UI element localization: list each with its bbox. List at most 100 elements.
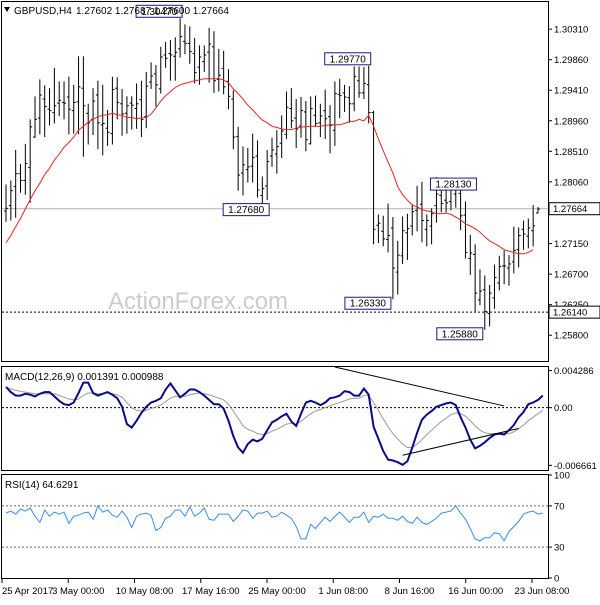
ohlc-bar (260, 176, 265, 208)
price-axis-label: 1.29410 (554, 86, 588, 97)
ohlc-bar (516, 227, 521, 268)
ohlc-bar (13, 149, 18, 218)
ohlc-bar (328, 105, 333, 154)
ohlc-bar (124, 96, 129, 134)
ohlc-bar (23, 143, 28, 195)
ohlc-bar (463, 201, 468, 259)
ohlc-bar (284, 91, 289, 140)
ohlc-bar (221, 50, 226, 95)
price-axis-label: 1.25800 (554, 331, 588, 342)
price-axis-label: 1.28960 (554, 116, 588, 127)
ohlc-bar (66, 76, 71, 135)
price-axis-label: 1.30310 (554, 25, 588, 36)
ohlc-bar (245, 147, 250, 183)
ohlc-bar (352, 66, 357, 112)
time-axis-label: 8 Jun 16:00 (385, 586, 435, 597)
ohlc-bar (52, 67, 57, 124)
ohlc-bar (337, 78, 342, 119)
ohlc-bar (531, 204, 536, 247)
macd-trendline (334, 366, 505, 407)
price-annotation-box (324, 52, 372, 66)
symbol-timeframe: GBPUSD,H4 (14, 6, 72, 17)
ohlc-bar (255, 140, 260, 198)
ohlc-bar (482, 275, 487, 330)
collapse-triangle-icon[interactable] (4, 7, 10, 12)
ohlc-bar (506, 255, 511, 286)
rsi-axis-label: 100 (554, 471, 570, 482)
ohlc-bar (4, 184, 8, 222)
ohlc-bar (511, 226, 516, 274)
ohlc-bar (86, 103, 91, 145)
ohlc-bar (274, 130, 279, 174)
ohlc-bar (521, 220, 526, 250)
ohlc-bar (236, 126, 241, 191)
macd-axis-label: -0.006661 (554, 461, 597, 472)
price-annotation-label: 1.26330 (350, 299, 387, 310)
ohlc-bar (144, 71, 149, 129)
ohlc-bar (139, 80, 144, 138)
price-annotation-label: 1.27680 (228, 205, 265, 216)
price-axis-label: 1.29860 (554, 55, 588, 66)
ohlc-bar (182, 24, 187, 55)
ohlc-bar (376, 214, 381, 243)
axes: 1.30310 1.29860 1.29410 1.28960 1.28510 1.280… (1, 25, 600, 597)
watermark: ActionForex.com (108, 288, 288, 315)
ohlc-bar (81, 56, 86, 157)
macd-panel-frame (1, 366, 549, 471)
ohlc-bar (250, 133, 255, 183)
ohlc-bar (318, 103, 323, 138)
price-annotation-box (429, 177, 477, 191)
ohlc-bar (134, 83, 139, 129)
current-price-label-text: 1.27664 (553, 204, 587, 215)
ohlc-bar (419, 181, 424, 243)
current-price-label-box (548, 202, 600, 216)
price-plot: 1.30470 1.27680 1.29770 1.26330 1.28130 1.258… (2, 4, 548, 341)
ohlc-bar (381, 215, 386, 247)
ohlc-bar (357, 66, 362, 98)
price-annotation: 1.29770 (324, 52, 372, 66)
rsi-label: RSI(14) 64.6291 (5, 480, 79, 491)
ohlc-bar (265, 149, 270, 201)
ohlc-bar (279, 115, 284, 159)
support-price-label: 1.26140 (548, 305, 600, 319)
ohlc-bar (173, 37, 178, 81)
ohlc-bar (76, 56, 81, 135)
ohlc-bar (115, 77, 120, 120)
macd-plot: MACD(12,26,9) 0.001391 0.000988 (2, 366, 548, 466)
ohlc-bar (71, 84, 76, 134)
ohlc-bar (129, 96, 134, 130)
price-annotation-box (436, 327, 484, 341)
ohlc-bar (240, 146, 245, 196)
ohlc-bar (536, 206, 540, 214)
ohlc-bar (366, 65, 371, 124)
current-price-label: 1.27664 (548, 202, 600, 216)
price-axis-label: 1.28060 (554, 177, 588, 188)
time-axis-label: 23 Jun 08:00 (515, 586, 570, 597)
ohlc-bar (8, 180, 13, 221)
macd-main-line (5, 381, 544, 466)
ohlc-bar (429, 208, 434, 245)
ohlc-bar (487, 284, 492, 327)
time-axis-label: 16 Jun 00:00 (448, 586, 503, 597)
price-axis-label: 1.28510 (554, 147, 588, 158)
ohlc-bar (192, 37, 197, 84)
price-annotation-label: 1.29770 (330, 54, 367, 65)
ohlc-bar (202, 45, 207, 72)
ohlc-bar (197, 45, 202, 85)
price-annotation-label: 1.25880 (442, 329, 479, 340)
price-annotation: 1.26330 (344, 296, 392, 310)
ohlc-bar (390, 217, 395, 300)
ohlc-bar (332, 81, 337, 146)
rsi-axis-label: 70 (554, 501, 565, 512)
moving-average-line (5, 78, 534, 255)
ohlc-bar (473, 244, 478, 312)
time-axis-label: 25 May 00:00 (248, 586, 306, 597)
ohlc-bar (120, 88, 125, 136)
ohlc-bar (158, 46, 163, 94)
ohlc-bar (361, 67, 366, 100)
rsi-line (5, 504, 543, 542)
ohlc-bar (270, 137, 274, 167)
ohlc-bar (33, 96, 38, 138)
price-annotation-box (135, 4, 183, 18)
ohlc-bar (57, 81, 62, 117)
